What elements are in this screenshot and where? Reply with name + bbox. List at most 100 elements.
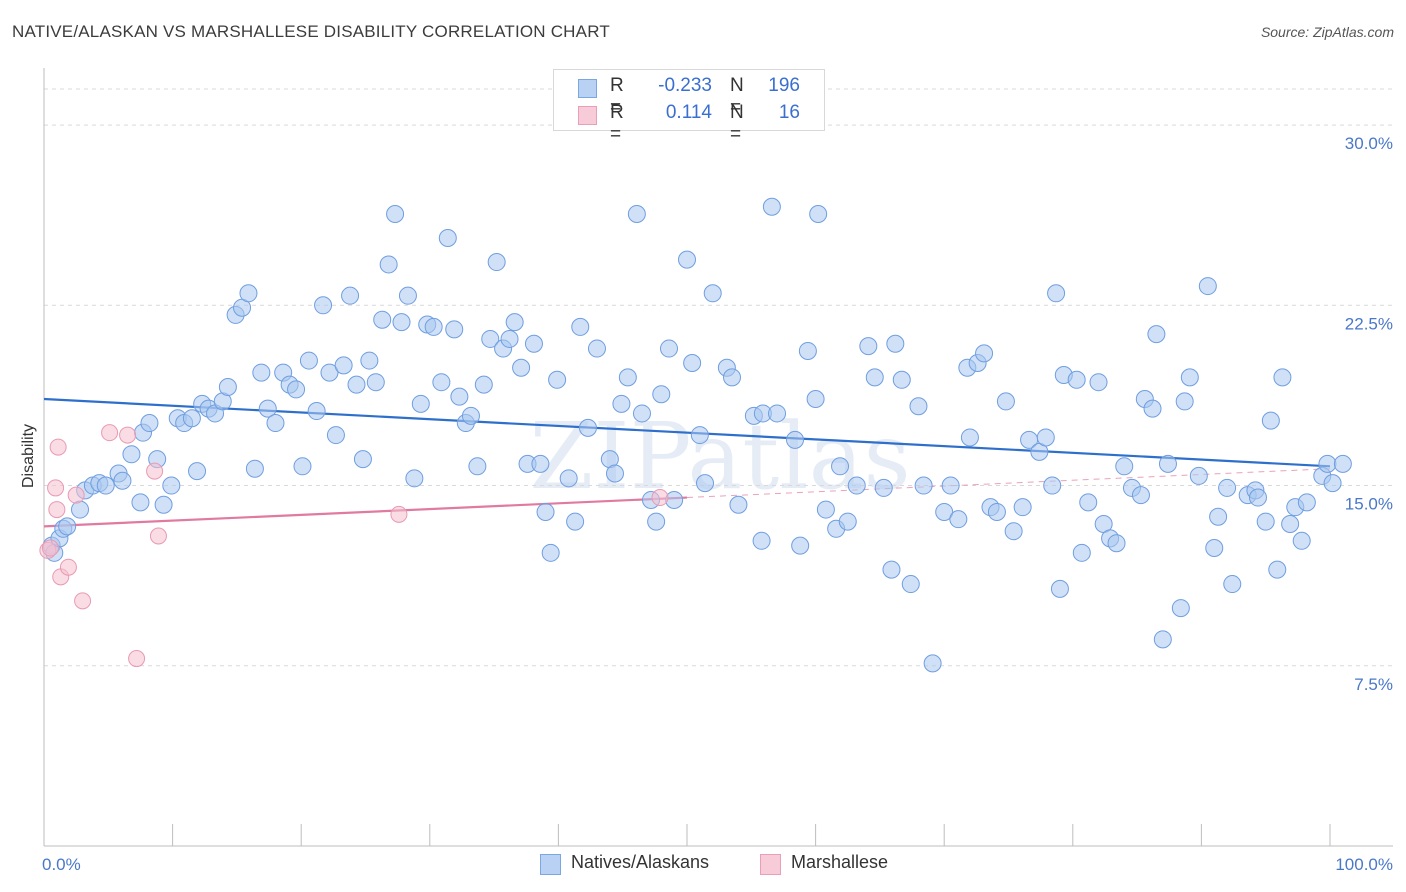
native-point [1079, 493, 1098, 512]
marshallese-point [101, 424, 119, 442]
native-point [1050, 579, 1069, 598]
native-point [379, 255, 398, 274]
marshallese-point [49, 438, 67, 456]
native-point [1175, 392, 1194, 411]
native-point [307, 402, 326, 421]
native-point [113, 471, 132, 490]
source-label: Source: ZipAtlas.com [1260, 24, 1394, 40]
native-point [438, 229, 457, 248]
native-point [353, 450, 372, 469]
native-point [809, 204, 828, 223]
x-tick-label-max: 100.0% [1335, 855, 1393, 874]
native-point [632, 404, 651, 423]
native-point [975, 344, 994, 363]
x-tick-label-min: 0.0% [42, 855, 81, 874]
native-point [647, 512, 666, 531]
marshallese-point [119, 426, 137, 444]
native-point [1004, 522, 1023, 541]
native-point [1268, 560, 1287, 579]
marshallese-trend-line [43, 496, 688, 528]
native-point [892, 370, 911, 389]
native-point [665, 490, 684, 509]
native-point [690, 426, 709, 445]
legend-swatch-pink [578, 106, 597, 125]
bottom-legend-swatch-blue [540, 854, 561, 875]
native-point [258, 399, 277, 418]
native-point [334, 356, 353, 375]
native-point [1115, 457, 1134, 476]
native-point [71, 500, 90, 519]
native-point [1256, 512, 1275, 531]
legend: R = -0.233 N = 196 R = 0.114 N = 16 [553, 69, 825, 145]
chart-title: NATIVE/ALASKAN VS MARSHALLESE DISABILITY… [12, 22, 610, 41]
native-point [432, 373, 451, 392]
legend-r-value: 0.114 [665, 102, 712, 123]
native-point [1131, 486, 1150, 505]
native-point [901, 575, 920, 594]
native-point [914, 476, 933, 495]
y-tick-label: 15.0% [1345, 495, 1393, 514]
legend-n-value: 16 [778, 102, 800, 123]
native-point [360, 351, 379, 370]
native-point [652, 385, 671, 404]
legend-n-label: N = [730, 75, 744, 118]
native-point [154, 495, 173, 514]
native-point [541, 543, 560, 562]
native-point [1248, 488, 1267, 507]
native-point [678, 250, 696, 269]
native-point [162, 476, 181, 495]
native-point [548, 370, 567, 389]
native-point [683, 353, 702, 372]
native-point [996, 392, 1015, 411]
native-point [703, 284, 722, 303]
native-point [1323, 474, 1342, 493]
native-point [1292, 531, 1311, 550]
data-points [39, 197, 1352, 673]
native-point [341, 286, 360, 305]
native-point [1198, 277, 1217, 296]
native-point [1047, 284, 1066, 303]
native-point [373, 310, 392, 329]
native-point [386, 204, 405, 223]
native-point [874, 478, 893, 497]
native-point [524, 334, 543, 353]
native-point [612, 394, 631, 413]
native-point [293, 457, 312, 476]
native-point [481, 329, 500, 348]
native-point [559, 469, 578, 488]
native-point [941, 476, 960, 495]
native-point [882, 560, 901, 579]
native-point [1158, 454, 1177, 473]
native-point [768, 404, 787, 423]
native-point [218, 378, 237, 397]
native-point [266, 414, 285, 433]
native-point [239, 284, 258, 303]
native-point [618, 368, 637, 387]
native-point [1209, 507, 1228, 526]
native-point [531, 454, 550, 473]
native-point [445, 320, 464, 339]
native-point [512, 358, 531, 377]
native-point [1036, 428, 1055, 447]
native-point [450, 387, 469, 406]
native-point [487, 253, 506, 272]
native-point [1107, 534, 1126, 553]
native-point [723, 368, 742, 387]
legend-n-value: 196 [768, 75, 800, 96]
native-point [571, 317, 590, 336]
native-point [752, 531, 771, 550]
native-point [536, 502, 555, 521]
marshallese-point [47, 479, 65, 497]
native-point [1089, 373, 1108, 392]
native-point [786, 430, 805, 449]
marshallese-point [59, 558, 77, 576]
native-point [96, 476, 115, 495]
native-point [1189, 466, 1208, 485]
native-point [468, 457, 487, 476]
native-point [320, 363, 339, 382]
native-point [798, 341, 817, 360]
native-point [1318, 454, 1337, 473]
bottom-legend-swatch-pink [760, 854, 781, 875]
native-point [58, 517, 77, 536]
native-point [1205, 539, 1224, 558]
